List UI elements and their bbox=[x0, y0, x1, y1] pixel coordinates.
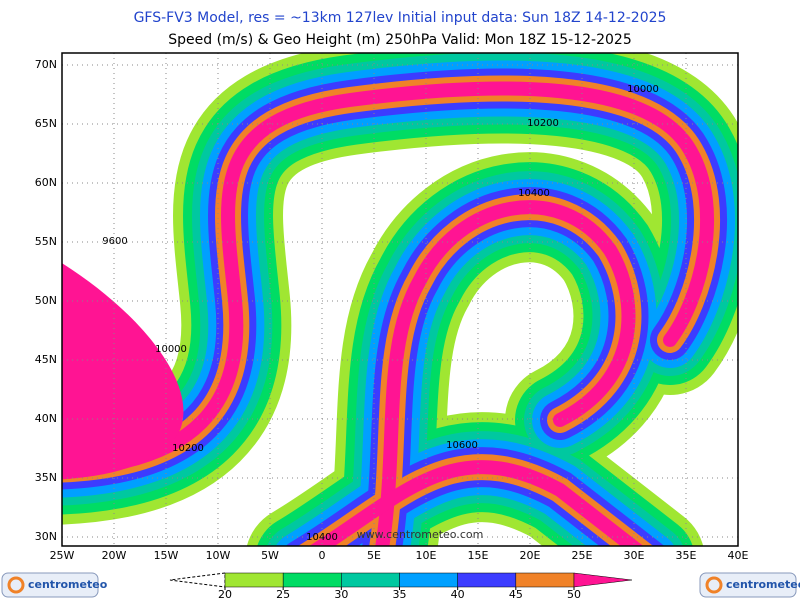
lat-label: 60N bbox=[35, 176, 57, 189]
colorbar: 20 25 30 35 40 45 50 bbox=[169, 572, 633, 601]
colorbar-tick-label: 25 bbox=[276, 588, 290, 600]
subtitle: Speed (m/s) & Geo Height (m) 250hPa Vali… bbox=[168, 32, 631, 48]
lon-label: 25W bbox=[50, 549, 75, 562]
colorbar-bin bbox=[399, 572, 458, 588]
lat-label: 55N bbox=[35, 235, 57, 248]
contour-label: 10000 bbox=[155, 344, 187, 355]
lon-label: 0 bbox=[319, 549, 326, 562]
colorbar-bin bbox=[282, 572, 342, 588]
logo-right[interactable]: centrometeo bbox=[699, 572, 800, 598]
lat-label: 50N bbox=[35, 294, 57, 307]
title: GFS-FV3 Model, res = ~13km 127lev Initia… bbox=[134, 10, 667, 26]
lon-label: 15W bbox=[154, 549, 179, 562]
colorbar-tick-label: 50 bbox=[567, 588, 581, 600]
jet-band bbox=[62, 81, 715, 477]
lon-label: 5W bbox=[261, 549, 279, 562]
jet-band bbox=[309, 460, 644, 546]
contour-label: 10400 bbox=[518, 188, 550, 199]
lon-label: 25E bbox=[572, 549, 593, 562]
logo-left[interactable]: centrometeo bbox=[1, 572, 108, 598]
lon-label: 35E bbox=[676, 549, 697, 562]
contour-label: 10400 bbox=[306, 532, 338, 543]
colorbar-bin bbox=[457, 572, 517, 588]
lon-label: 20W bbox=[102, 549, 127, 562]
colorbar-bin bbox=[224, 572, 284, 588]
contour-label: 10000 bbox=[627, 84, 659, 95]
colorbar-tick-label: 20 bbox=[218, 588, 232, 600]
colorbar-tick-label: 45 bbox=[509, 588, 523, 600]
colorbar-tick-label: 30 bbox=[334, 588, 348, 600]
colorbar-low-end bbox=[169, 572, 226, 588]
jet-core bbox=[62, 263, 184, 480]
contour-labels: 10000 10200 10400 9600 10000 10200 10600… bbox=[102, 84, 659, 543]
lat-label: 35N bbox=[35, 471, 57, 484]
jet-band bbox=[375, 200, 636, 546]
lon-label: 20E bbox=[520, 549, 541, 562]
colorbar-bin bbox=[341, 572, 400, 588]
watermark: www.centrometeo.com bbox=[357, 528, 484, 541]
colorbar-tick-label: 35 bbox=[393, 588, 407, 600]
lon-label: 10E bbox=[416, 549, 437, 562]
map-frame bbox=[61, 52, 739, 547]
axis-labels: 25W 20W 15W 10W 5W 0 5E 10E 15E 20E 25E 30E 35E 40E 70… bbox=[35, 58, 749, 562]
colorbar-tick-label: 40 bbox=[451, 588, 465, 600]
lat-label: 65N bbox=[35, 117, 57, 130]
contour-label: 10200 bbox=[172, 443, 204, 454]
lat-label: 45N bbox=[35, 353, 57, 366]
contour-label: 10600 bbox=[446, 440, 478, 451]
lon-label: 30E bbox=[624, 549, 645, 562]
logo-text: centrometeo bbox=[726, 578, 800, 591]
graticule bbox=[62, 53, 738, 546]
contour-label: 10200 bbox=[527, 118, 559, 129]
contour-label: 9600 bbox=[102, 236, 127, 247]
lat-label: 40N bbox=[35, 412, 57, 425]
lat-label: 30N bbox=[35, 530, 57, 543]
lon-label: 10W bbox=[206, 549, 231, 562]
logo-text: centrometeo bbox=[28, 578, 108, 591]
lat-label: 70N bbox=[35, 58, 57, 71]
lon-label: 15E bbox=[468, 549, 489, 562]
colorbar-bin bbox=[515, 572, 575, 588]
lon-label: 40E bbox=[728, 549, 749, 562]
lon-label: 5E bbox=[367, 549, 381, 562]
colorbar-high-end bbox=[573, 572, 633, 588]
wind-field bbox=[62, 53, 738, 546]
